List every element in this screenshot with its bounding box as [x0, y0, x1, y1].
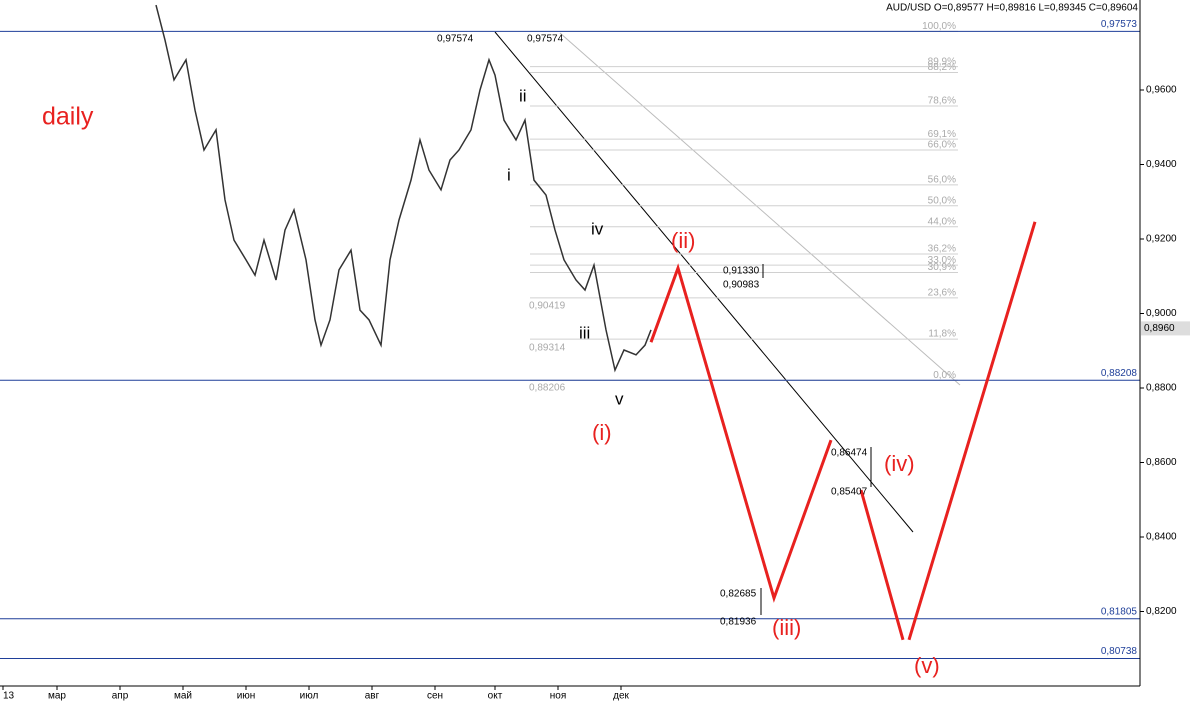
y-tick-label: 0,8600: [1146, 457, 1177, 468]
y-tick-label: 0,9000: [1146, 308, 1177, 319]
trend-line: [559, 32, 961, 386]
plot: [155, 4, 1037, 641]
series-line: [155, 4, 652, 373]
wave-label: iii: [579, 323, 590, 342]
x-tick-label: авг: [365, 691, 380, 702]
fib-label: 56,0%: [928, 175, 956, 186]
y-tick-label: 0,9600: [1146, 85, 1177, 96]
x-tick-label: 13: [3, 691, 15, 702]
last-price-box: [1141, 321, 1190, 336]
time-axis-bg: [0, 686, 1190, 710]
last-price-label: 0,8960: [1144, 323, 1175, 334]
price-note: 0,82685: [720, 589, 757, 600]
price-note: 0,85407: [831, 487, 868, 498]
series-line: [649, 221, 1037, 641]
wave-label: iv: [591, 219, 604, 238]
degree-label: (iii): [772, 615, 801, 640]
fib-label: 89,9%: [928, 56, 956, 67]
level-label: 0,80738: [1101, 646, 1138, 657]
y-tick-label: 0,8400: [1146, 532, 1177, 543]
x-tick-label: апр: [112, 691, 129, 702]
chart-title: daily: [42, 103, 94, 131]
x-tick-label: мар: [48, 691, 66, 702]
fib-label: 66,0%: [928, 140, 956, 151]
price-note: 0,91330: [723, 266, 760, 277]
y-tick-label: 0,9400: [1146, 159, 1177, 170]
price-note: 0,88206: [529, 383, 566, 394]
trend-line: [494, 31, 914, 533]
price-note: 0,90419: [529, 301, 566, 312]
level-label: 0,88208: [1101, 368, 1138, 379]
price-note: 0,81936: [720, 617, 757, 628]
axes: 0,8200 0,8400 0,8600 0,8800 0,9000 0,9200 0,94…: [2, 85, 1190, 702]
fib-label: 69,1%: [928, 129, 956, 140]
fib-label: 78,6%: [928, 96, 956, 107]
y-tick-label: 0,8800: [1146, 383, 1177, 394]
degree-label: (v): [914, 653, 940, 678]
price-note: 0,97574: [527, 34, 564, 45]
x-tick-label: сен: [427, 691, 443, 702]
price-note: 0,97574: [437, 34, 474, 45]
degree-label: (iv): [884, 451, 915, 476]
x-tick-label: май: [174, 691, 192, 702]
y-tick-label: 0,9200: [1146, 234, 1177, 245]
fib-label: 30,9%: [928, 262, 956, 273]
price-axis-bg: [1140, 0, 1190, 710]
fib-label: 44,0%: [928, 216, 956, 227]
fib-label: 50,0%: [928, 195, 956, 206]
levels: 0,97573 0,88208 0,81805 0,80738: [0, 19, 1140, 660]
price-note: 0,86474: [831, 448, 868, 459]
wave-label: ii: [519, 86, 527, 105]
x-tick-label: ноя: [550, 691, 567, 702]
x-tick-label: июн: [237, 691, 256, 702]
y-tick-label: 0,8200: [1146, 606, 1177, 617]
price-note: 0,90983: [723, 280, 760, 291]
level-label: 0,97573: [1101, 19, 1138, 30]
fib-label: 100,0%: [922, 21, 956, 32]
x-tick-label: июл: [300, 691, 319, 702]
header: AUD/USD O=0,89577 H=0,89816 L=0,89345 C=…: [886, 3, 1138, 14]
x-tick-label: дек: [613, 691, 629, 702]
x-tick-label: окт: [488, 691, 503, 702]
fib-label: 0,0%: [933, 370, 956, 381]
degree-label: (i): [592, 420, 612, 445]
wave-label: v: [615, 389, 624, 408]
wave-label: i: [507, 165, 511, 184]
fib-label: 88,2%: [928, 62, 956, 73]
price-note: 0,89314: [529, 343, 566, 354]
fib-label: 11,8%: [928, 329, 956, 340]
fib-label: 36,2%: [928, 244, 956, 255]
level-label: 0,81805: [1101, 606, 1138, 617]
fib-label: 23,6%: [928, 288, 956, 299]
fib-label: 33,0%: [928, 255, 956, 266]
degree-label: (ii): [671, 228, 695, 253]
